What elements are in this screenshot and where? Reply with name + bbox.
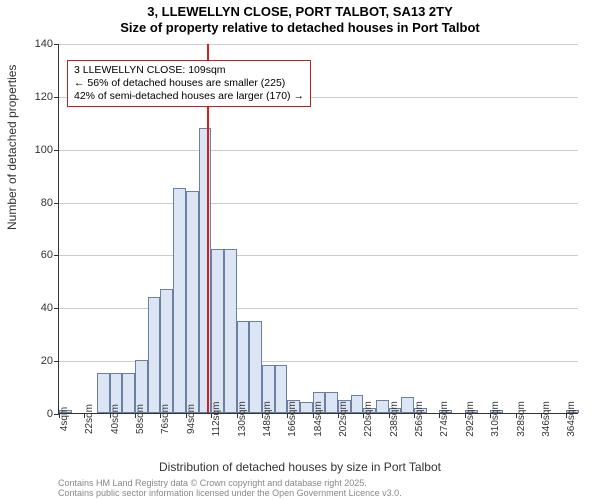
gridline <box>59 150 578 151</box>
histogram-bar <box>122 373 135 413</box>
histogram-bar <box>249 321 262 414</box>
xtick-label: 364sqm <box>566 401 577 437</box>
footer-line1: Contains HM Land Registry data © Crown c… <box>58 478 402 488</box>
xtick-label: 58sqm <box>135 404 146 434</box>
xtick-label: 76sqm <box>160 404 171 434</box>
histogram-bar <box>160 289 173 413</box>
plot-area: 0204060801001201404sqm22sqm40sqm58sqm76s… <box>58 44 578 414</box>
x-axis-label: Distribution of detached houses by size … <box>0 460 600 474</box>
ytick-mark <box>54 308 59 309</box>
ytick-label: 40 <box>41 302 53 314</box>
gridline <box>59 308 578 309</box>
xtick-label: 292sqm <box>465 401 476 437</box>
ytick-mark <box>54 97 59 98</box>
histogram-bar <box>237 321 250 414</box>
histogram-bar <box>401 397 414 413</box>
chart-title-block: 3, LLEWELLYN CLOSE, PORT TALBOT, SA13 2T… <box>0 0 600 37</box>
ytick-mark <box>54 255 59 256</box>
ytick-label: 100 <box>35 144 53 156</box>
xtick-label: 202sqm <box>338 401 349 437</box>
xtick-label: 166sqm <box>287 401 298 437</box>
gridline <box>59 44 578 45</box>
annotation-line1: 3 LLEWELLYN CLOSE: 109sqm <box>74 64 304 77</box>
ytick-mark <box>54 361 59 362</box>
ytick-label: 120 <box>35 91 53 103</box>
ytick-mark <box>54 150 59 151</box>
xtick-label: 148sqm <box>262 401 273 437</box>
xtick-label: 256sqm <box>414 401 425 437</box>
xtick-label: 94sqm <box>186 404 197 434</box>
xtick-label: 310sqm <box>490 401 501 437</box>
xtick-label: 328sqm <box>516 401 527 437</box>
ytick-label: 140 <box>35 38 53 50</box>
ytick-label: 60 <box>41 249 53 261</box>
xtick-label: 184sqm <box>313 401 324 437</box>
xtick-label: 22sqm <box>84 404 95 434</box>
histogram-bar <box>148 297 161 413</box>
xtick-label: 274sqm <box>439 401 450 437</box>
xtick-label: 4sqm <box>59 407 70 431</box>
xtick-label: 130sqm <box>237 401 248 437</box>
marker-annotation: 3 LLEWELLYN CLOSE: 109sqm ← 56% of detac… <box>67 60 311 107</box>
xtick-label: 40sqm <box>110 404 121 434</box>
gridline <box>59 203 578 204</box>
histogram-bar <box>199 128 212 413</box>
histogram-bar <box>186 191 199 413</box>
histogram-bar <box>300 402 313 413</box>
ytick-label: 20 <box>41 355 53 367</box>
footer-line2: Contains public sector information licen… <box>58 488 402 498</box>
title-line1: 3, LLEWELLYN CLOSE, PORT TALBOT, SA13 2T… <box>0 4 600 20</box>
histogram-chart: 0204060801001201404sqm22sqm40sqm58sqm76s… <box>58 44 578 414</box>
histogram-bar <box>211 249 224 413</box>
histogram-bar <box>325 392 338 413</box>
xtick-label: 220sqm <box>363 401 374 437</box>
histogram-bar <box>275 365 288 413</box>
histogram-bar <box>351 395 364 414</box>
histogram-bar <box>376 400 389 413</box>
histogram-bar <box>173 188 186 413</box>
title-line2: Size of property relative to detached ho… <box>0 20 600 36</box>
ytick-mark <box>54 44 59 45</box>
ytick-mark <box>54 203 59 204</box>
histogram-bar <box>97 373 110 413</box>
footer-attribution: Contains HM Land Registry data © Crown c… <box>58 478 402 499</box>
xtick-label: 112sqm <box>211 402 222 437</box>
y-axis-label: Number of detached properties <box>5 65 19 230</box>
gridline <box>59 255 578 256</box>
histogram-bar <box>224 249 237 413</box>
annotation-line3: 42% of semi-detached houses are larger (… <box>74 90 304 103</box>
annotation-line2: ← 56% of detached houses are smaller (22… <box>74 77 304 90</box>
xtick-label: 238sqm <box>389 401 400 437</box>
xtick-label: 346sqm <box>541 401 552 437</box>
ytick-label: 0 <box>47 408 53 420</box>
ytick-label: 80 <box>41 197 53 209</box>
